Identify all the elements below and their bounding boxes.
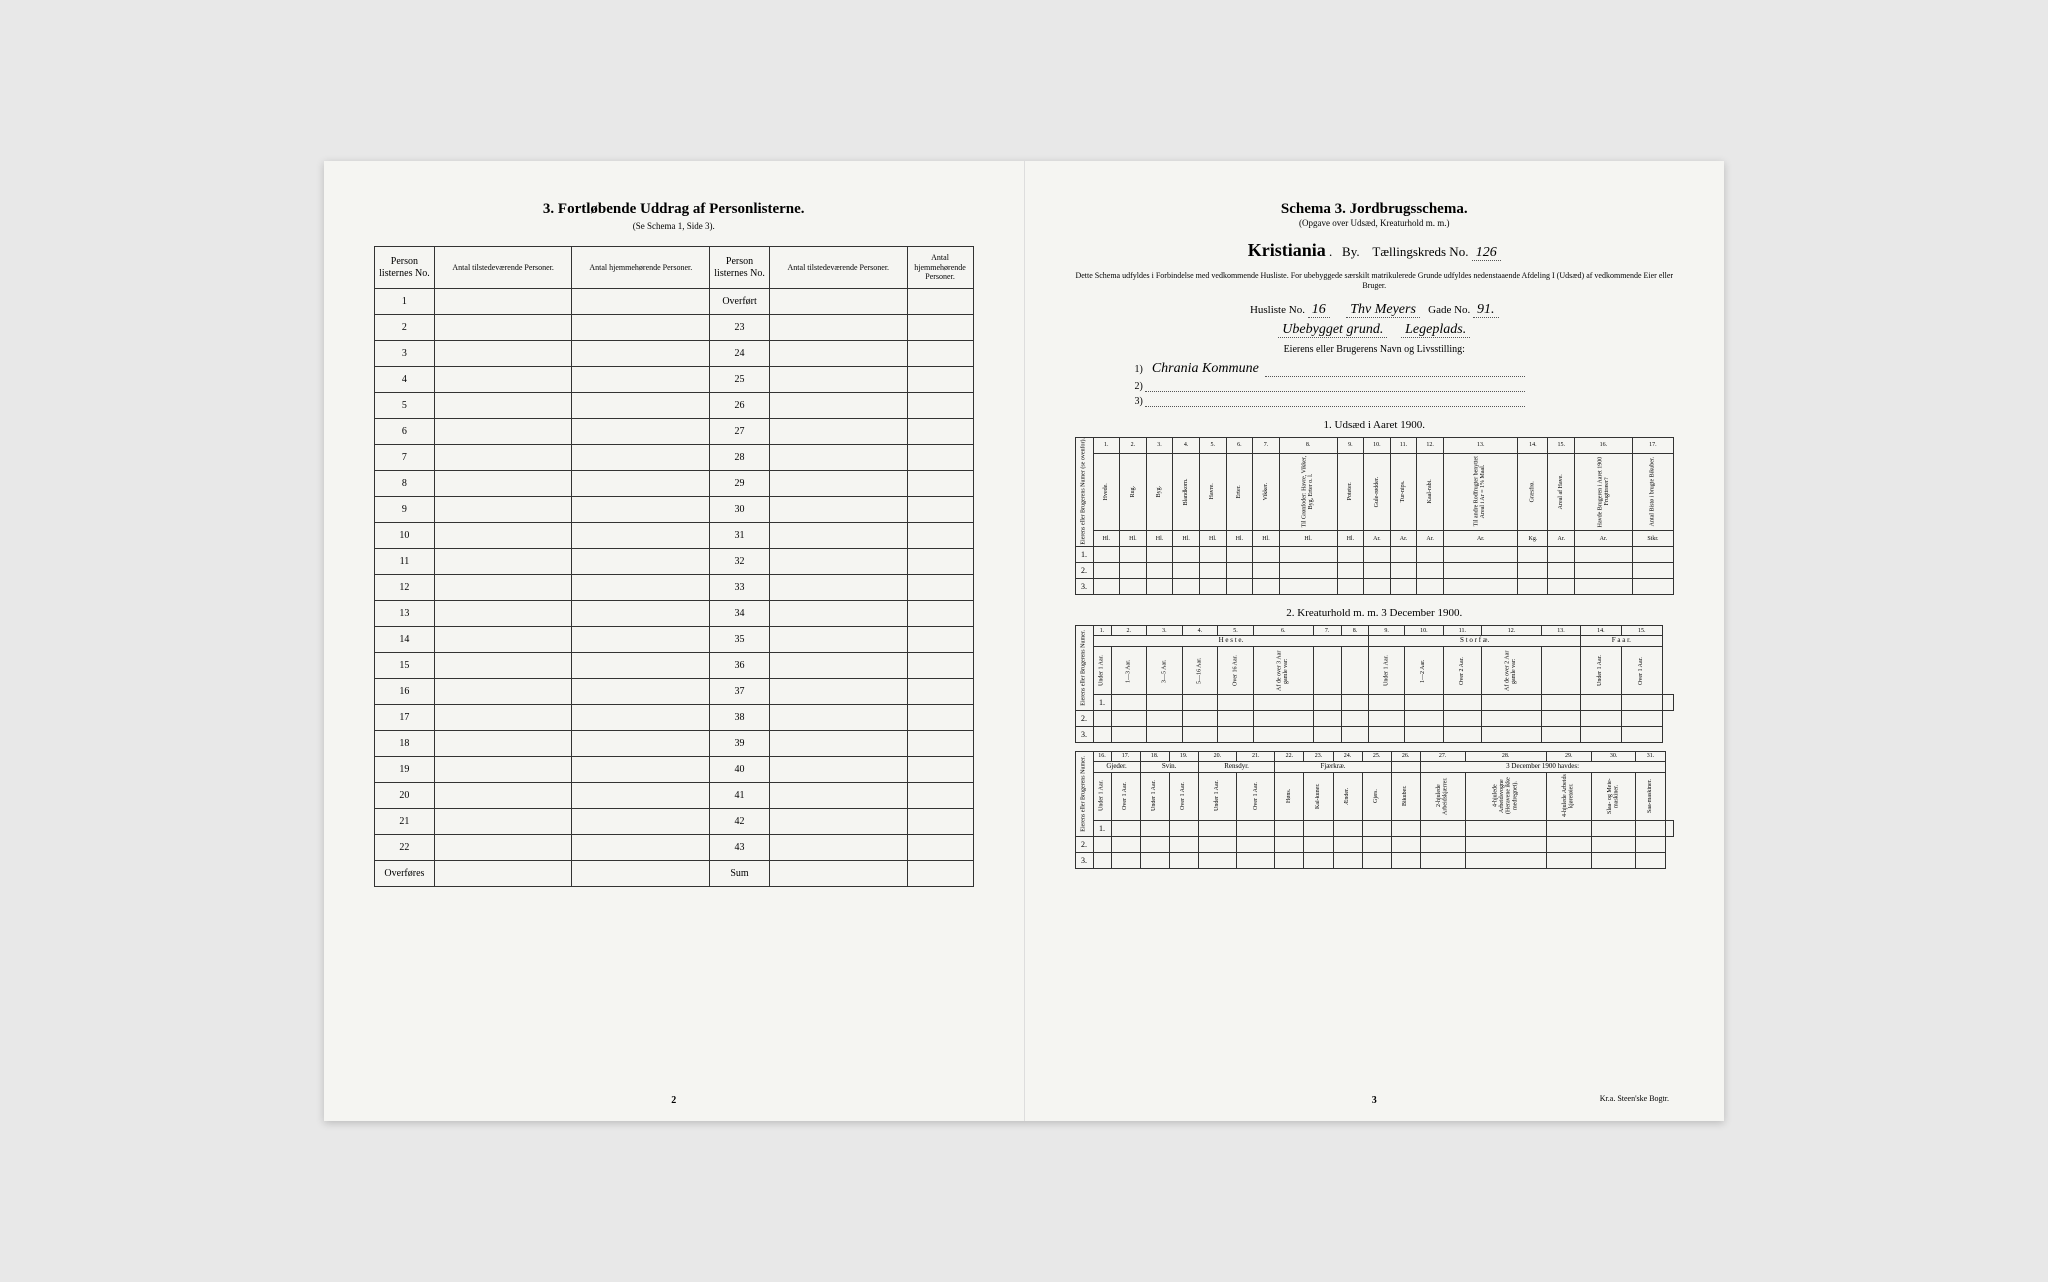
husliste-line: Husliste No. 16 Thv Meyers Gade No. 91.: [1075, 302, 1675, 318]
gade-label: Gade No.: [1428, 304, 1470, 316]
sec2-title: 2. Kreaturhold m. m. 3 December 1900.: [1075, 607, 1675, 619]
left-subtitle: (Se Schema 1, Side 3).: [374, 221, 974, 231]
th-col4: Person listernes No.: [710, 247, 770, 289]
printer-footer: Kr.a. Steen'ske Bogtr.: [1600, 1094, 1669, 1103]
left-page: 3. Fortløbende Uddrag af Personlisterne.…: [324, 161, 1025, 1121]
kreds-label: Tællingskreds No.: [1372, 244, 1468, 259]
th-col3: Antal hjemmehørende Personer.: [572, 247, 710, 289]
th-col5: Antal tilstedeværende Personer.: [769, 247, 907, 289]
owner-3: 3): [1135, 396, 1675, 407]
owner-1: 1) Chrania Kommune: [1135, 361, 1675, 377]
schema-title: Schema 3. Jordbrugsschema.: [1075, 201, 1675, 218]
instructions: Dette Schema udfyldes i Forbindelse med …: [1075, 271, 1675, 292]
right-page: Schema 3. Jordbrugsschema. (Opgave over …: [1025, 161, 1725, 1121]
town-line: Kristiania . By. Tællingskreds No. 126: [1075, 240, 1675, 261]
owner-2: 2): [1135, 381, 1675, 392]
personliste-table: Person listernes No. Antal tilstedeværen…: [374, 246, 974, 887]
husliste-label: Husliste No.: [1250, 304, 1305, 316]
right-page-no: 3: [1372, 1095, 1377, 1106]
kreatur-table-b: Eierens eller Brugerens Numer.16.17.18.1…: [1075, 751, 1675, 869]
line2-right: Legeplads.: [1401, 322, 1470, 338]
owner-label: Eierens eller Brugerens Navn og Livsstil…: [1075, 344, 1675, 355]
by-label: By.: [1342, 244, 1360, 259]
th-col2: Antal tilstedeværende Personer.: [434, 247, 572, 289]
udsaed-table: Eierens eller Brugerens Numer (se ovenfo…: [1075, 437, 1675, 596]
gade-text: Thv Meyers: [1346, 302, 1420, 318]
town-name: Kristiania: [1248, 240, 1326, 260]
line2-left: Ubebygget grund.: [1278, 322, 1387, 338]
owner-1-val: Chrania Kommune: [1148, 361, 1263, 376]
gade-no: 91.: [1473, 302, 1499, 318]
left-title: 3. Fortløbende Uddrag af Personlisterne.: [374, 201, 974, 218]
kreds-no: 126: [1472, 245, 1501, 261]
th-col1: Person listernes No.: [375, 247, 435, 289]
kreatur-table-a: Eierens eller Brugerens Numer.1.2.3.4.5.…: [1075, 625, 1675, 743]
sec1-title: 1. Udsæd i Aaret 1900.: [1075, 419, 1675, 431]
husliste-no: 16: [1308, 302, 1330, 318]
schema-sub: (Opgave over Udsæd, Kreaturhold m. m.): [1075, 218, 1675, 228]
left-page-no: 2: [671, 1095, 676, 1106]
husliste-line-2: Ubebygget grund. Legeplads.: [1075, 322, 1675, 338]
th-col6: Antal hjemmehørende Personer.: [907, 247, 973, 289]
document-spread: 3. Fortløbende Uddrag af Personlisterne.…: [324, 161, 1724, 1121]
